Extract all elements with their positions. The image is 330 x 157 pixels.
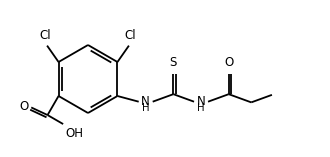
Text: Cl: Cl xyxy=(124,29,136,42)
Text: OH: OH xyxy=(65,127,83,140)
Text: O: O xyxy=(19,100,28,113)
Text: H: H xyxy=(142,103,149,113)
Text: O: O xyxy=(224,56,233,69)
Text: H: H xyxy=(197,103,205,113)
Text: N: N xyxy=(141,95,150,108)
Text: Cl: Cl xyxy=(39,29,51,42)
Text: S: S xyxy=(170,56,177,69)
Text: N: N xyxy=(197,95,205,108)
